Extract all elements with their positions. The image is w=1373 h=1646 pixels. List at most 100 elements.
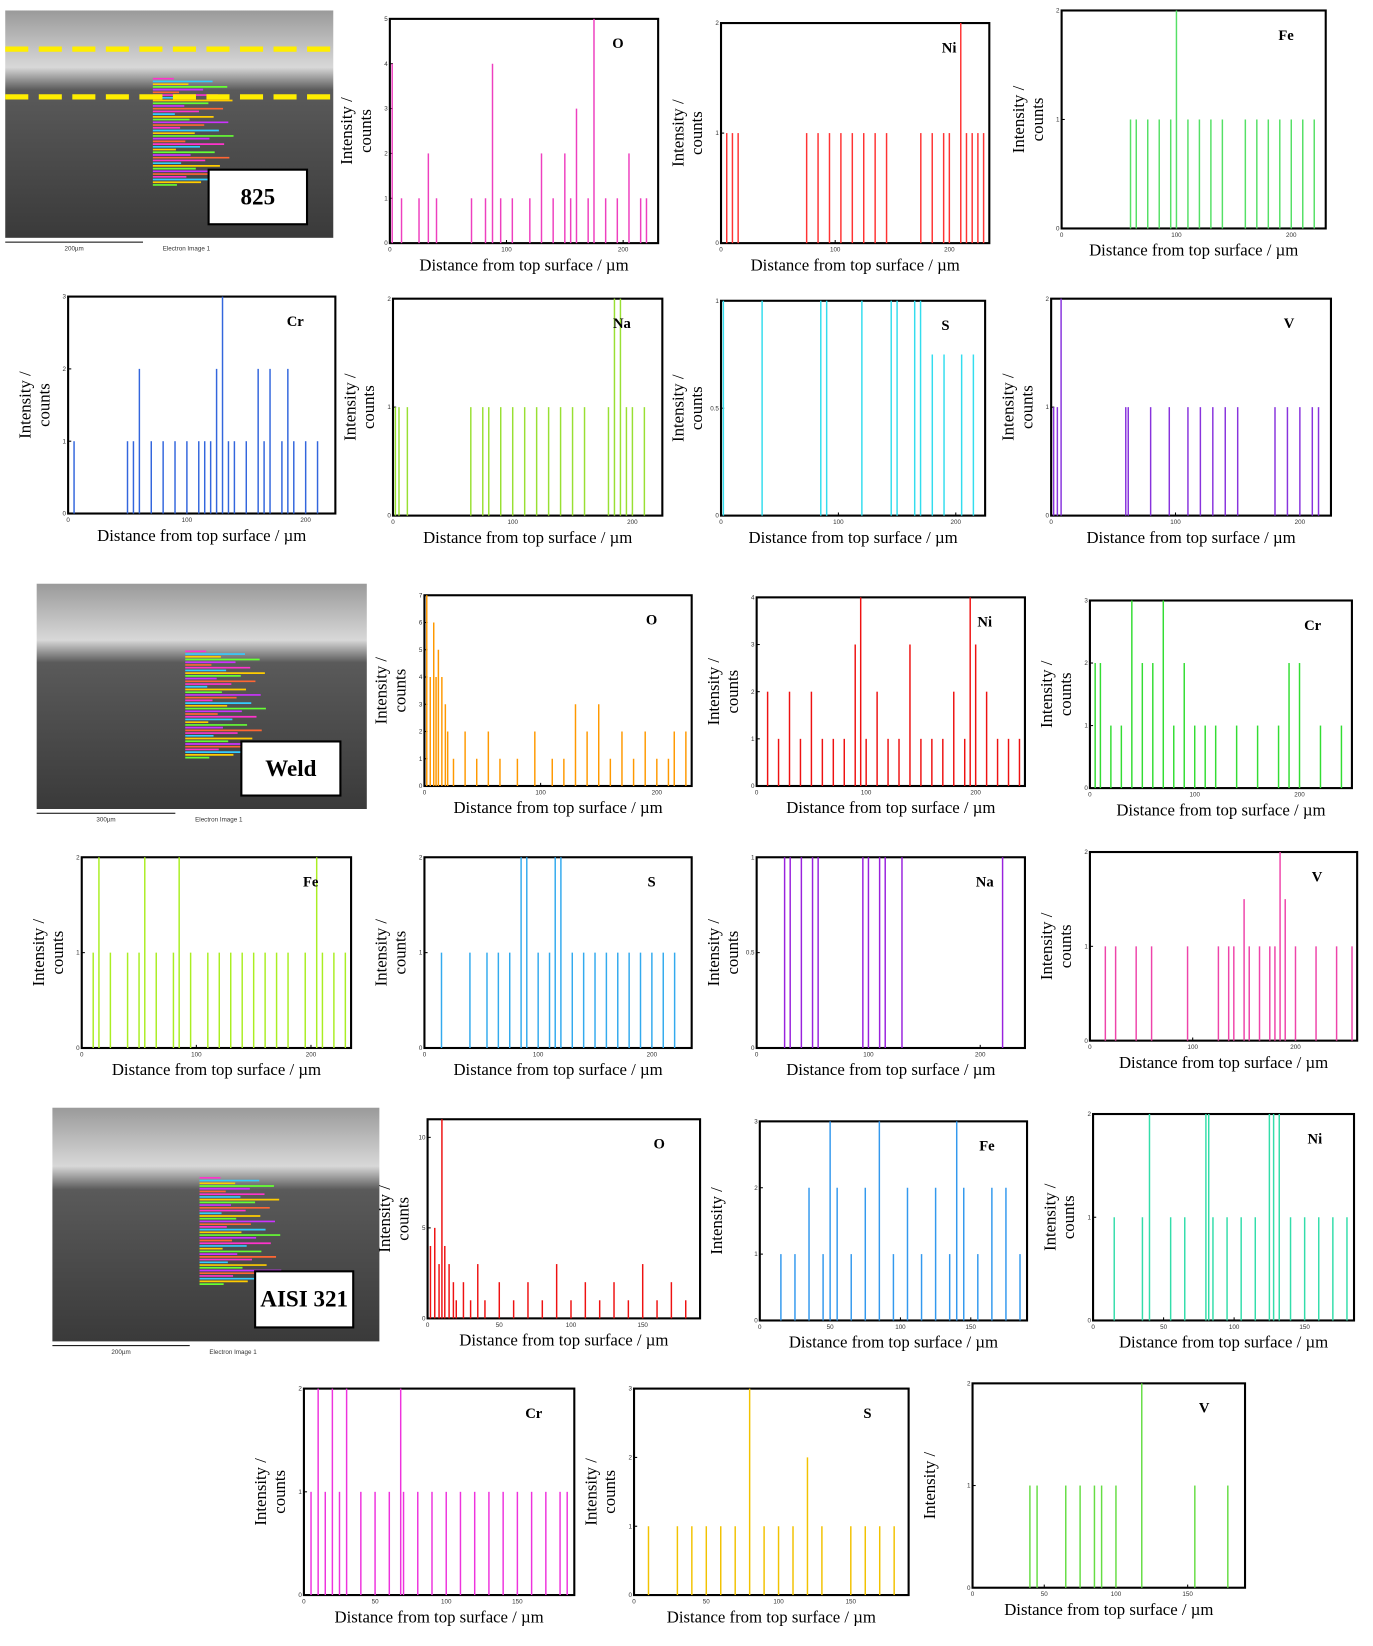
- x-tick-label: 200: [306, 1051, 317, 1058]
- label-box: [240, 740, 342, 797]
- x-tick-label: 0: [719, 247, 723, 254]
- x-axis-label: Distance from top surface / µm: [1116, 800, 1325, 819]
- y-axis-label: counts: [391, 931, 410, 975]
- plot-frame: [423, 594, 693, 788]
- element-label: Na: [613, 316, 632, 332]
- element-label: S: [941, 318, 949, 334]
- y-axis-label: counts: [1017, 385, 1036, 429]
- x-tick-label: 100: [1170, 519, 1181, 526]
- image-caption: Electron Image 1: [163, 245, 211, 252]
- y-axis-label: Intensity /: [998, 373, 1017, 441]
- y-tick-label: 1: [1084, 723, 1088, 730]
- y-tick-label: 0: [1084, 1038, 1088, 1045]
- x-tick-label: 150: [637, 1322, 648, 1329]
- x-tick-label: 0: [66, 517, 70, 524]
- plot-frame: [755, 596, 1026, 788]
- y-tick-label: 0: [384, 240, 388, 247]
- scale-text: 200µm: [111, 1349, 130, 1356]
- y-tick-label: 0: [628, 1592, 632, 1599]
- y-tick-label: 2: [419, 729, 423, 736]
- x-axis-label: Distance from top surface / µm: [786, 1060, 995, 1079]
- plot-frame: [1092, 1112, 1356, 1322]
- image-caption: Electron Image 1: [209, 1349, 257, 1356]
- y-tick-label: 1: [387, 404, 391, 411]
- y-axis-label: Intensity /: [340, 373, 359, 441]
- y-tick-label: 0: [76, 1045, 80, 1052]
- plot-frame: [971, 1382, 1247, 1589]
- element-label: Fe: [979, 1139, 995, 1155]
- y-tick-label: 0: [715, 240, 719, 247]
- y-axis-label: counts: [270, 1470, 289, 1514]
- micrograph: 825 200µm Electron Image 1: [5, 10, 334, 257]
- x-axis-label: Distance from top surface / µm: [751, 255, 960, 274]
- x-tick-label: 50: [496, 1322, 503, 1329]
- line-profile-chart: 0 1 2 3 0 100 200 Cr Distance from top surface /…: [1037, 598, 1353, 819]
- line-profile-chart: 0 1 2 3 0 50 100 150 Fe Distance from top surface…: [707, 1118, 1029, 1352]
- specimen-label: Weld: [265, 755, 316, 781]
- x-tick-label: 100: [1229, 1324, 1240, 1331]
- x-tick-label: 0: [1049, 519, 1053, 526]
- x-tick-label: 100: [1171, 232, 1182, 239]
- y-tick-label: 2: [628, 1455, 632, 1462]
- y-axis-label: Intensity /: [372, 919, 391, 987]
- y-tick-label: 1: [1087, 1214, 1091, 1221]
- x-tick-label: 100: [501, 247, 512, 254]
- y-axis-label: counts: [394, 1197, 413, 1241]
- y-tick-label: 1: [1056, 117, 1060, 124]
- y-axis-label: counts: [359, 385, 378, 429]
- y-tick-label: 0: [1056, 226, 1060, 233]
- x-axis-label: Distance from top surface / µm: [1086, 528, 1295, 547]
- line-profile-chart: 0 1 2 3 0 100 200 Cr Distance from top surface /…: [15, 294, 337, 545]
- y-axis-label: Intensity /: [704, 658, 723, 726]
- x-axis-label: Distance from top surface / µm: [1089, 241, 1298, 260]
- y-axis-label: Intensity /: [704, 919, 723, 987]
- y-tick-label: 2: [76, 854, 80, 861]
- x-tick-label: 0: [1091, 1324, 1095, 1331]
- x-axis-label: Distance from top surface / µm: [423, 528, 632, 547]
- x-tick-label: 100: [895, 1324, 906, 1331]
- plot-frame: [719, 299, 987, 517]
- x-tick-label: 200: [300, 517, 311, 524]
- x-tick-label: 100: [1187, 1044, 1198, 1051]
- element-label: Fe: [303, 875, 319, 891]
- x-tick-label: 0: [80, 1051, 84, 1058]
- x-tick-label: 100: [535, 789, 546, 796]
- line-profile-chart: 0 1 2 0 100 200 Fe Distance from top surface / …: [29, 854, 353, 1079]
- element-label: Cr: [287, 314, 305, 330]
- element-label: Cr: [525, 1406, 543, 1422]
- y-tick-label: 1: [384, 195, 388, 202]
- y-tick-label: 1: [298, 1489, 302, 1496]
- x-tick-label: 100: [861, 789, 872, 796]
- x-tick-label: 100: [507, 519, 518, 526]
- y-tick-label: 5: [419, 647, 423, 654]
- x-axis-label: Distance from top surface / µm: [789, 1333, 998, 1352]
- element-label: Ni: [977, 615, 992, 631]
- y-tick-label: 0: [419, 1045, 423, 1052]
- line-profile-chart: 0 1 2 0 50 100 150 Cr Distance from top surface …: [251, 1386, 576, 1626]
- x-tick-label: 200: [647, 1051, 658, 1058]
- x-tick-label: 200: [1290, 1044, 1301, 1051]
- x-tick-label: 0: [1088, 1044, 1092, 1051]
- y-tick-label: 0: [751, 783, 755, 790]
- y-tick-label: 1: [63, 438, 67, 445]
- x-tick-label: 50: [703, 1598, 710, 1605]
- y-tick-label: 2: [63, 366, 67, 373]
- plot-frame: [1088, 599, 1353, 790]
- x-axis-label: Distance from top surface / µm: [1004, 1600, 1213, 1619]
- plot-frame: [388, 17, 660, 245]
- y-axis-label: counts: [48, 931, 67, 975]
- plot-frame: [719, 22, 991, 245]
- y-tick-label: 2: [384, 151, 388, 158]
- y-tick-label: 1: [419, 950, 423, 957]
- micrograph: Weld 300µm Electron Image 1: [36, 583, 367, 828]
- y-tick-label: 3: [63, 294, 67, 301]
- x-tick-label: 0: [1060, 232, 1064, 239]
- y-tick-label: 2: [1084, 660, 1088, 667]
- y-tick-label: 0: [422, 1315, 426, 1322]
- element-label: V: [1199, 1401, 1210, 1417]
- x-tick-label: 100: [1189, 791, 1200, 798]
- y-tick-label: 0: [967, 1585, 971, 1592]
- y-tick-label: 0.5: [710, 405, 719, 412]
